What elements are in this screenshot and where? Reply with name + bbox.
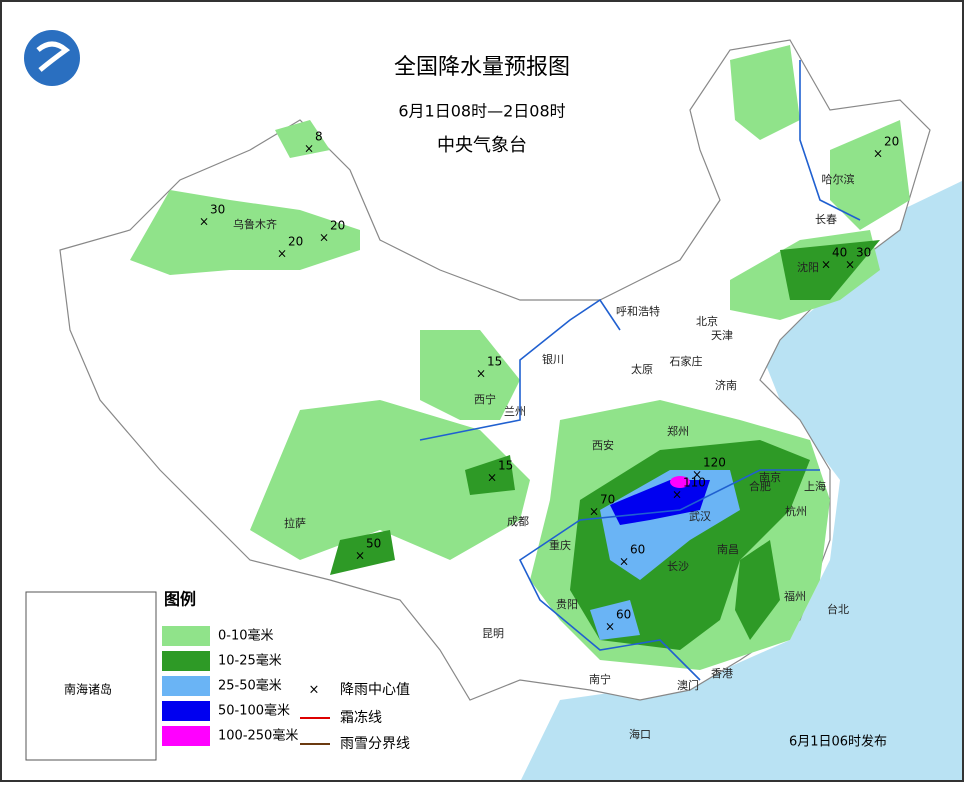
center-value: 30 (856, 246, 871, 260)
logo (24, 30, 80, 86)
center-value: 20 (330, 219, 345, 233)
city-label: 乌鲁木齐 (233, 217, 277, 231)
city-label: 呼和浩特 (616, 304, 660, 318)
center-value: 30 (210, 203, 225, 217)
rain-area (670, 476, 690, 488)
city-label: 台北 (827, 602, 849, 616)
legend-swatch (162, 676, 210, 696)
center-cross: × (199, 215, 209, 229)
city-label: 西安 (592, 438, 614, 452)
city-label: 沈阳 (797, 260, 819, 274)
center-cross: × (589, 505, 599, 519)
center-symbol: × (309, 683, 320, 698)
center-value: 60 (630, 543, 645, 557)
city-label: 南京 (759, 470, 781, 484)
city-label: 兰州 (504, 405, 526, 418)
city-label: 北京 (696, 314, 718, 328)
legend-label: 100-250毫米 (218, 728, 298, 744)
city-label: 济南 (715, 378, 737, 392)
title: 全国降水量预报图 (394, 55, 570, 80)
city-label: 长沙 (667, 560, 689, 573)
center-value: 20 (884, 135, 899, 149)
center-cross: × (821, 258, 831, 272)
rain-area (330, 240, 880, 640)
center-cross: × (304, 142, 314, 156)
center-cross: × (672, 488, 682, 502)
city-label: 澳门 (677, 678, 699, 692)
city-label: 天津 (711, 329, 733, 342)
city-label: 哈尔滨 (822, 172, 855, 186)
rain-area (250, 330, 530, 560)
center-value: 120 (703, 456, 726, 470)
rain-area (130, 190, 360, 275)
sea (520, 180, 964, 782)
center-cross: × (619, 555, 629, 569)
city-label: 昆明 (482, 627, 504, 640)
city-label: 贵阳 (556, 598, 578, 611)
center-cross: × (277, 247, 287, 261)
city-label: 拉萨 (284, 516, 306, 530)
inset (25, 591, 157, 761)
city-label: 银川 (542, 352, 564, 366)
center-cross: × (355, 549, 365, 563)
center-value: 15 (487, 355, 502, 369)
city-label: 上海 (804, 479, 826, 493)
center-value: 70 (600, 493, 615, 507)
city-label: 西宁 (474, 392, 496, 406)
city-label: 福州 (784, 589, 806, 603)
rain-area (570, 440, 810, 650)
city-label: 长春 (815, 213, 837, 226)
center-value: 40 (832, 246, 847, 260)
center-value: 60 (616, 608, 631, 622)
center-value: 8 (315, 130, 323, 144)
city-label: 海口 (629, 727, 651, 741)
city-label: 郑州 (667, 424, 689, 438)
issuer: 中央气象台 (437, 135, 527, 156)
legend-title: 图例 (164, 590, 196, 609)
city-label: 杭州 (785, 504, 807, 518)
inset-label: 南海诸岛 (64, 682, 112, 697)
legend: 0-10毫米 10-25毫米 25-50毫米 50-100毫米 100-250毫米 × 降雨… (162, 626, 410, 752)
river (419, 60, 861, 681)
rain-area (275, 120, 330, 158)
center-value: 110 (683, 476, 706, 490)
legend-label: 10-25毫米 (218, 653, 282, 669)
center-value: 50 (366, 537, 381, 551)
center-cross: × (476, 367, 486, 381)
city-label: 太原 (631, 363, 653, 376)
city-label: 石家庄 (670, 354, 703, 368)
period: 6月1日08时—2日08时 (398, 102, 565, 121)
center-cross: × (873, 147, 883, 161)
legend-label: 0-10毫米 (218, 628, 274, 644)
city-label: 南昌 (717, 543, 739, 556)
center-value: 20 (288, 235, 303, 249)
center-cross: × (487, 471, 497, 485)
legend-swatch (162, 651, 210, 671)
center-cross: × (605, 620, 615, 634)
center-cross: × (319, 231, 329, 245)
footer: 6月1日06时发布 (789, 734, 887, 750)
city-label: 重庆 (549, 538, 571, 552)
legend-symbol-label: 霜冻线 (340, 709, 382, 726)
city-label: 武汉 (689, 510, 711, 523)
legend-label: 50-100毫米 (218, 703, 290, 719)
legend-symbol-label: 降雨中心值 (340, 682, 410, 698)
city-label: 合肥 (749, 479, 771, 493)
legend-swatch (162, 726, 210, 746)
city-label: 南宁 (589, 672, 611, 686)
city-label: 香港 (711, 667, 733, 680)
legend-swatch (162, 701, 210, 721)
legend-label: 25-50毫米 (218, 678, 282, 694)
center-cross: × (845, 258, 855, 272)
center-cross: × (692, 468, 702, 482)
center-value: 15 (498, 459, 513, 473)
legend-swatch (162, 626, 210, 646)
legend-symbol-label: 雨雪分界线 (340, 736, 410, 752)
city-label: 成都 (507, 515, 529, 528)
